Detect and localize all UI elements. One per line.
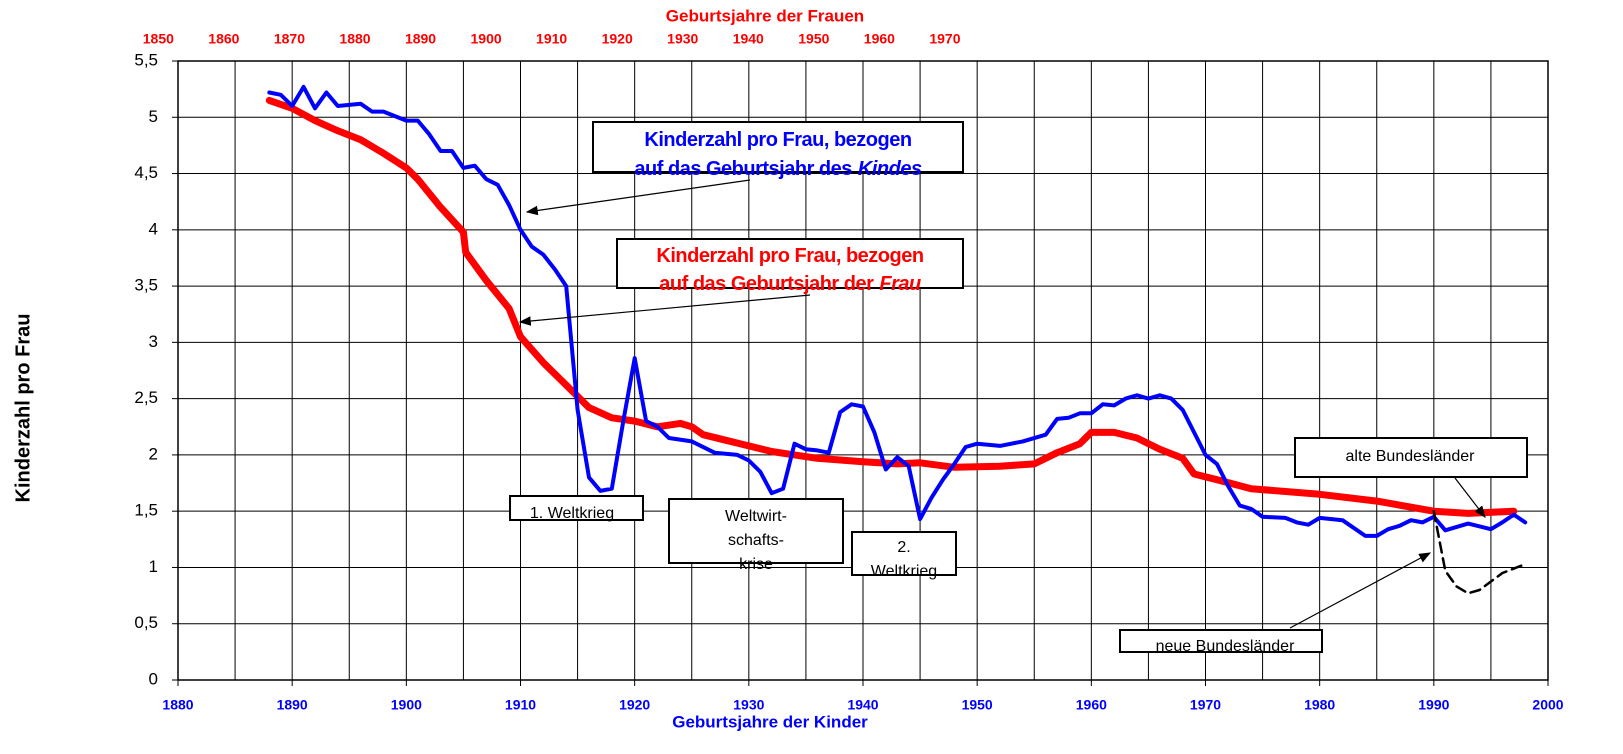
annotation-arrow	[518, 294, 811, 326]
annotation-text-part: 2.	[897, 539, 910, 556]
annotation-text-part: 1. Weltkrieg	[530, 505, 614, 522]
annotation-text: alte Bundesländer	[1346, 448, 1476, 465]
annotation-text: neue Bundesländer	[1156, 638, 1295, 655]
x2-tick-label: 1930	[667, 31, 698, 47]
annotation-text: krise	[739, 556, 773, 573]
annotation-text: Weltwirt-	[725, 508, 787, 525]
annotation-text: 2.	[897, 539, 910, 556]
y-tick-label: 4,5	[134, 163, 158, 182]
annotation-text: Weltkrieg	[871, 563, 937, 580]
x-tick-label: 1990	[1418, 697, 1449, 713]
annotation-text-part: Kindes	[858, 158, 922, 180]
annotation-box	[668, 498, 844, 564]
annotation-text: schafts-	[728, 532, 784, 549]
x-tick-label: 1910	[505, 697, 536, 713]
annotation-box	[616, 238, 964, 289]
x-tick-label: 1930	[733, 697, 764, 713]
x-axis-title: Geburtsjahre der Kinder	[672, 712, 868, 731]
y-tick-label: 4	[149, 219, 158, 238]
y-tick-label: 2,5	[134, 388, 158, 407]
data-line	[1432, 509, 1527, 595]
x-tick-label: 2000	[1532, 697, 1563, 713]
x2-tick-label: 1970	[929, 31, 960, 47]
x2-tick-label: 1850	[143, 31, 174, 47]
annotation-box	[1294, 437, 1528, 478]
annotation-arrow	[1289, 552, 1432, 629]
y-tick-label: 5,5	[134, 50, 158, 69]
annotation-text-part: neue Bundesländer	[1156, 638, 1295, 655]
annotation-text-part: auf das Geburtsjahr des	[634, 158, 852, 180]
x2-tick-label: 1860	[208, 31, 239, 47]
data-line	[265, 96, 1518, 517]
annotation-box	[851, 531, 957, 576]
annotation-text-part: krise	[739, 556, 773, 573]
annotation-box	[509, 495, 644, 521]
x2-tick-label: 1920	[602, 31, 633, 47]
annotation-arrow	[1454, 477, 1486, 518]
annotation-box	[592, 121, 964, 173]
annotation-box	[1119, 629, 1323, 653]
x-tick-label: 1940	[847, 697, 878, 713]
x-tick-label: 1920	[619, 697, 650, 713]
data-line	[267, 84, 1528, 538]
y-tick-label: 0,5	[134, 613, 158, 632]
x-tick-label: 1960	[1076, 697, 1107, 713]
x-tick-label: 1970	[1190, 697, 1221, 713]
top-axis-title: Geburtsjahre der Frauen	[666, 6, 864, 25]
y-axis-title: Kinderzahl pro Frau	[12, 314, 34, 503]
x2-tick-label: 1910	[536, 31, 567, 47]
x2-tick-label: 1900	[471, 31, 502, 47]
y-tick-label: 3,5	[134, 276, 158, 295]
x-tick-label: 1900	[391, 697, 422, 713]
annotation-text-part: Kinderzahl pro Frau, bezogen	[656, 245, 923, 267]
x2-tick-label: 1950	[798, 31, 829, 47]
annotation-text: auf das Geburtsjahr der Frau	[659, 273, 921, 295]
x2-tick-label: 1960	[864, 31, 895, 47]
x2-tick-label: 1890	[405, 31, 436, 47]
annotation-text: auf das Geburtsjahr des Kindes	[634, 158, 922, 180]
annotation-arrow	[525, 179, 751, 216]
annotation-text-part: auf das Geburtsjahr der	[659, 273, 874, 295]
annotation-text: Kinderzahl pro Frau, bezogen	[644, 129, 911, 151]
annotation-text-part: Kinderzahl pro Frau, bezogen	[644, 129, 911, 151]
y-tick-label: 1	[149, 557, 158, 576]
annotation-text: Kinderzahl pro Frau, bezogen	[656, 245, 923, 267]
x-tick-label: 1950	[962, 697, 993, 713]
annotation-text: 1. Weltkrieg	[530, 505, 614, 522]
y-tick-label: 2	[149, 444, 158, 463]
annotation-text-part: Frau	[879, 273, 921, 295]
x2-tick-label: 1880	[339, 31, 370, 47]
annotation-text-part: Weltwirt-	[725, 508, 787, 525]
x-tick-label: 1880	[162, 697, 193, 713]
annotation-text-part: Weltkrieg	[871, 563, 937, 580]
y-tick-label: 5	[149, 107, 158, 126]
x2-tick-label: 1870	[274, 31, 305, 47]
annotation-text-part: alte Bundesländer	[1346, 448, 1476, 465]
x-tick-label: 1980	[1304, 697, 1335, 713]
x2-tick-label: 1940	[733, 31, 764, 47]
x-tick-label: 1890	[277, 697, 308, 713]
annotation-text-part: schafts-	[728, 532, 784, 549]
y-tick-label: 3	[149, 332, 158, 351]
y-tick-label: 1,5	[134, 501, 158, 520]
y-tick-label: 0	[149, 669, 158, 688]
